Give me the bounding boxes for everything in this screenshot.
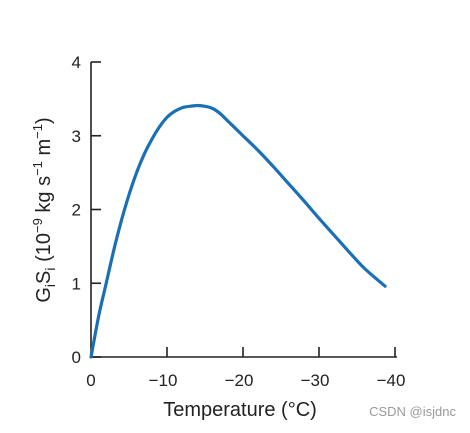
y-tick-label: 3 (72, 127, 81, 146)
y-label-g: G (33, 287, 55, 303)
axes (90, 62, 397, 358)
y-label-i-sub: i (42, 284, 58, 287)
x-tick-label: 0 (86, 371, 95, 390)
y-tick-label: 4 (72, 53, 81, 72)
y-label-unit-m: m (33, 139, 55, 161)
y-tick-label: 2 (72, 201, 81, 220)
y-label-exp-1: −9 (30, 218, 45, 233)
y-label-exp-3: −1 (30, 124, 45, 139)
y-label-unit-open: (10 (33, 233, 55, 267)
x-tick-label: −40 (377, 371, 406, 390)
y-label-i-sub-2: i (42, 267, 58, 270)
y-label-unit-close: ) (33, 117, 55, 124)
ticks (91, 61, 396, 358)
series-layer (89, 103, 387, 359)
y-tick-label: 0 (72, 348, 81, 367)
y-axis-label: GiSi (10−9 kg s−1 m−1) (30, 117, 58, 302)
x-tick-label: −30 (301, 371, 330, 390)
y-label-s: S (33, 271, 55, 284)
tick-labels: 0 1 2 3 4 0 −10 −20 −30 −40 (72, 53, 406, 390)
series-line (89, 103, 387, 359)
y-label-exp-2: −1 (30, 161, 45, 176)
x-axis-label: Temperature (°C) (163, 399, 317, 421)
x-tick-label: −20 (225, 371, 254, 390)
y-label-unit-mid: kg s (33, 176, 55, 218)
x-tick-label: −10 (149, 371, 178, 390)
watermark: CSDN @isjdnc (369, 404, 456, 419)
y-tick-label: 1 (72, 274, 81, 293)
